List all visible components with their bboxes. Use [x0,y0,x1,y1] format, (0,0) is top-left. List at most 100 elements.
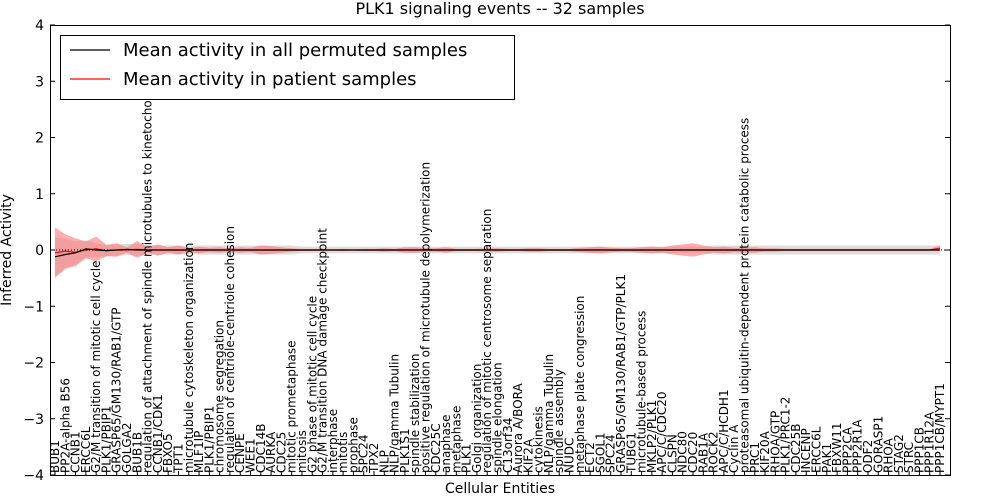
chart-title: PLK1 signaling events -- 32 samples [355,0,644,18]
y-tick-label: −2 [23,356,44,372]
category-label: MLF1IP [192,431,206,473]
category-label: GRASP65/GM130/RAB1/GTP [110,307,124,473]
category-label: interphase [326,409,340,473]
legend: Mean activity in all permuted samples Me… [60,35,515,100]
y-tick-label: −1 [23,299,44,315]
category-label: Golgi organization [470,364,484,473]
category-label: CDC25 [274,432,288,473]
category-label: SPC24 [604,434,618,473]
category-label: SGOL1 [593,432,607,473]
category-label: CDC25C [429,423,443,473]
category-label: chromosome segregation [213,320,227,473]
category-label: NDC80 [676,431,690,473]
category-label: TPT1 [172,443,186,474]
category-label: G2/M transition DNA damage checkpoint [316,228,330,473]
legend-label-patient: Mean activity in patient samples [123,69,417,90]
category-label: RAB1A [696,432,710,473]
category-label: CCNB1 [69,431,83,473]
category-label: PP2A-alpha B56 [58,378,72,473]
category-label: RHOA [882,437,896,473]
category-label: CDC20 [686,432,700,473]
category-label: mitotic prometaphase [285,341,299,474]
category-label: PAK1 [820,443,834,473]
category-label: KIF20A [758,430,772,473]
category-label: CDC25B [789,424,803,474]
category-label: FBXO5 [161,433,175,473]
category-label: PLK1 [460,444,474,473]
category-label: GRASP65/GM130/RAB1/GTP/PLK1 [614,274,628,473]
category-label: PPP2CA [840,426,854,473]
category-label: CLSPN [665,434,679,473]
y-tick-label: −4 [23,468,44,484]
category-label: NLP/gamma Tubulin [388,354,402,473]
category-label: Cyclin A [727,424,741,473]
category-label: TPX2 [367,443,381,474]
category-label: BUB1B [130,432,144,473]
category-label: microtubule cytoskeleton organization [182,243,196,473]
category-label: C13orf34 [501,418,515,473]
y-tick-label: −3 [23,412,44,428]
y-axis-title: Inferred Activity [0,194,15,306]
category-label: spindle assembly [552,369,566,473]
category-label: KIF2A [521,438,535,473]
category-label: mitosis [295,430,309,473]
category-label: ERCC6L [79,426,93,473]
category-label: Aurora A/BORA [511,383,525,473]
category-label: microtubule-based process [635,311,649,473]
category-label: G2 phase of mitotic cell cycle [305,296,319,473]
category-label: GOLGA2 [120,422,134,473]
category-label: CCNB1/CDK1 [151,394,165,473]
category-label: STAG2 [892,434,906,473]
category-label: metaphase plate congression [573,296,587,473]
category-label: PLK1/PBIP1 [202,406,216,473]
category-label: cytokinesis [532,406,546,473]
category-label: ODF2 [861,440,875,473]
category-label: APC/C/HCDH1 [717,389,731,473]
category-label: BUB1 [48,440,62,473]
category-label: SPC24 [357,434,371,473]
category-label: ERCC6L [810,426,824,473]
category-label: PPP2R1A [851,419,865,473]
plot-area [50,227,950,279]
category-label: CENPE [233,433,247,473]
category-label: NLP/gamma Tubulin [542,354,556,473]
category-label: NUDC [563,438,577,473]
category-label: INCENP [799,428,813,473]
y-tick-label: 4 [35,18,44,34]
category-label: TUBG1 [624,432,638,474]
category-label: proteasomal ubiquitin-dependent protein … [738,118,752,473]
category-label: positive regulation of microtubule depol… [419,162,433,473]
y-tick-label: 2 [35,131,44,147]
y-tick-label: 1 [35,187,44,203]
category-label: regulation of attachment of spindle micr… [141,88,155,473]
category-label: ECT2 [583,442,597,473]
category-label: NLP [377,450,391,473]
category-label: PPP1CB [912,427,926,473]
y-tick-label: 0 [35,243,44,259]
category-label: PLK1S1 [398,428,412,473]
category-label: AURKA [264,431,278,473]
category-label: mitotis [336,432,350,473]
category-label: metaphase [449,406,463,473]
category-label: regulation of mitotic centrosome separat… [480,209,494,473]
x-axis [54,471,941,475]
category-label: PLK1/PRC1-2 [779,397,793,473]
category-label: FBXW11 [830,423,844,474]
category-label: CDC14B [254,424,268,474]
x-axis-title: Cellular Entities [445,481,555,497]
category-label: G2/M transition of mitotic cell cycle [89,260,103,473]
legend-label-permuted: Mean activity in all permuted samples [123,40,467,61]
category-label: PRC1 [748,442,762,473]
category-label: prophase [346,417,360,473]
category-label: GORASP1 [871,416,885,473]
legend-box [60,35,515,100]
y-tick-label: 3 [35,74,44,90]
category-label: MKLP2/PLK1 [645,400,659,473]
category-label: STRC [902,442,916,473]
category-label: WEE1 [244,438,258,473]
category-label: APC/C/CDC20 [655,391,669,473]
category-label: RHOA/GTP [768,411,782,473]
category-label: PLK1/PBIP1 [100,406,114,473]
